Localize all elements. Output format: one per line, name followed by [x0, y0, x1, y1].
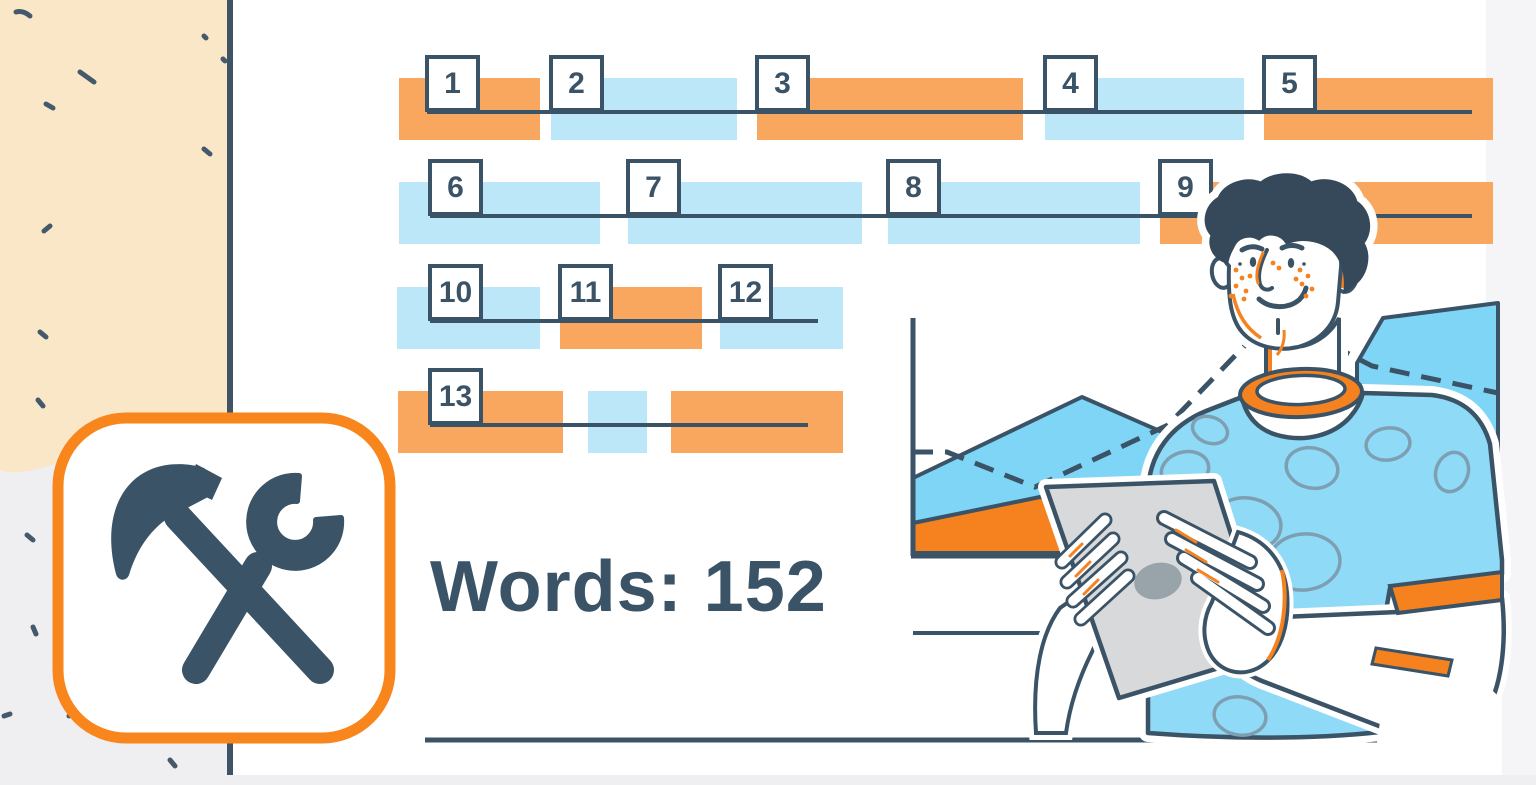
sentence-number-box: 13 [428, 368, 483, 425]
sentence-number-box: 10 [428, 264, 483, 321]
word-count-label: Words: 152 [430, 547, 827, 627]
tablet-logo [1134, 562, 1182, 600]
sentence-number-box: 11 [558, 264, 613, 321]
hair [1204, 173, 1371, 295]
sentence-number-box: 3 [755, 55, 810, 112]
beige-sidebar [0, 0, 229, 473]
collar-inner [1255, 373, 1347, 407]
toolkit-icon [52, 412, 396, 744]
freckle-dark [1238, 262, 1242, 266]
sleeve-cuff [1387, 569, 1504, 616]
left-eye [1249, 257, 1257, 267]
freckle-dark [1302, 262, 1306, 266]
sentence-baseline [427, 110, 1472, 114]
arm-fill-bottom [1372, 672, 1502, 775]
shirt-hem-trim [1370, 646, 1454, 678]
chart-dashed-trend-line [913, 329, 1499, 490]
right-hand [1156, 510, 1287, 662]
sentence-number-box: 4 [1043, 55, 1098, 112]
hand-accent [1266, 569, 1287, 662]
sentence-baseline [430, 423, 808, 427]
left-hand [1054, 512, 1136, 627]
jaw-accent [1231, 293, 1262, 340]
sentence-number-box: 12 [718, 264, 773, 321]
nose [1256, 248, 1274, 292]
sentence-number-box: 2 [549, 55, 604, 112]
sentence-baseline [430, 214, 1472, 218]
smile [1256, 285, 1309, 310]
sentence-number-box: 7 [626, 159, 681, 216]
hammer-wrench-icon [111, 464, 345, 684]
freckles [1228, 260, 1315, 302]
nose-accent [1255, 251, 1265, 285]
sentence-number-box: 8 [886, 159, 941, 216]
sentence-number-box: 1 [425, 55, 480, 112]
sentence-number-box: 5 [1262, 55, 1317, 112]
right-eye [1287, 258, 1295, 268]
left-eyebrow [1239, 244, 1265, 253]
sentence-baseline [430, 319, 818, 323]
chin-accent [1275, 329, 1286, 356]
sentence-bar [671, 391, 843, 453]
sentence-number-box: 9 [1158, 159, 1213, 216]
vertical-divider-line [227, 0, 233, 785]
person-illustration [1028, 165, 1512, 775]
face-features [1228, 243, 1315, 356]
bottom-gray-strip [0, 775, 1536, 785]
sentence-bar [588, 391, 647, 453]
sentence-number-box: 6 [428, 159, 483, 216]
right-eyebrow [1279, 243, 1305, 251]
